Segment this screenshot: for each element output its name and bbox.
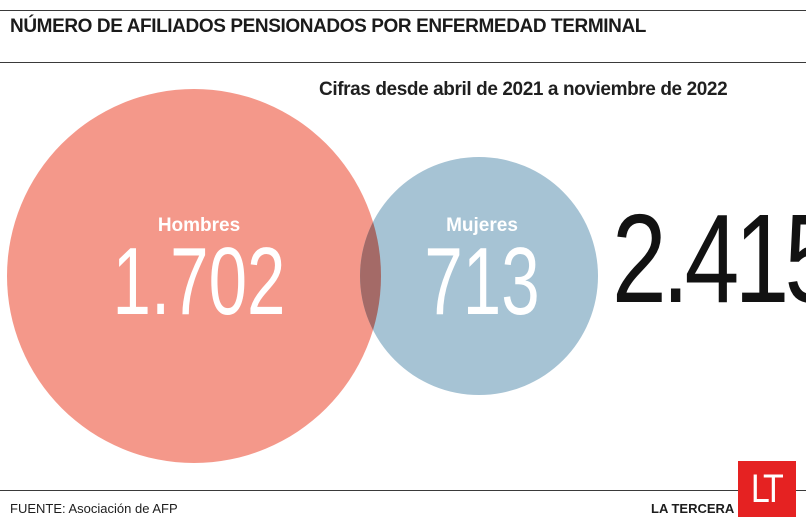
- logo-text: LT: [750, 466, 784, 511]
- value-hombres: 1.702: [113, 227, 286, 335]
- chart-title: NÚMERO DE AFILIADOS PENSIONADOS POR ENFE…: [10, 16, 646, 37]
- brand-logo: LT: [738, 461, 796, 517]
- label-hombres: Hombres: [158, 215, 240, 236]
- source-note: FUENTE: Asociación de AFP: [10, 501, 178, 516]
- bubble-mujeres: [360, 157, 598, 395]
- label-mujeres: Mujeres: [446, 215, 518, 236]
- brand-name: LA TERCERA: [651, 501, 735, 516]
- total-value: 2.415: [612, 188, 806, 329]
- chart-subtitle: Cifras desde abril de 2021 a noviembre d…: [319, 79, 728, 100]
- bottom-rule: [0, 490, 806, 491]
- value-mujeres: 713: [424, 227, 539, 335]
- bubble-chart: Hombres 1.702 Mujeres 713: [7, 89, 598, 463]
- title-rule: [0, 62, 806, 63]
- top-rule: [0, 10, 806, 11]
- bubble-hombres: [7, 89, 381, 463]
